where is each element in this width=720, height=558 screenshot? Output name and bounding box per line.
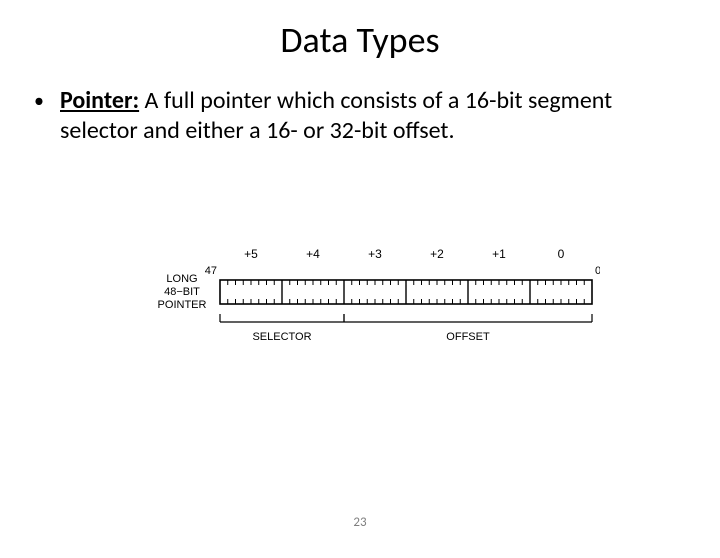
bullet-marker: • (34, 86, 60, 116)
page-number: 23 (0, 515, 720, 530)
definition-term: Pointer: (60, 86, 139, 115)
svg-text:+5: +5 (244, 247, 258, 261)
svg-text:+3: +3 (368, 247, 382, 261)
svg-text:48−BIT: 48−BIT (164, 286, 200, 298)
svg-text:0: 0 (595, 265, 600, 277)
page-title: Data Types (0, 18, 720, 62)
svg-text:+1: +1 (492, 247, 506, 261)
svg-text:POINTER: POINTER (158, 299, 207, 311)
svg-text:0: 0 (558, 247, 565, 261)
svg-text:OFFSET: OFFSET (446, 331, 490, 343)
definition-text: A full pointer which consists of a 16-bi… (60, 86, 612, 145)
svg-text:47: 47 (205, 265, 217, 277)
svg-text:SELECTOR: SELECTOR (252, 331, 311, 343)
svg-text:+2: +2 (430, 247, 444, 261)
body-paragraph: • Pointer: A full pointer which consists… (34, 86, 690, 146)
bullet-content: Pointer: A full pointer which consists o… (60, 86, 690, 146)
pointer-diagram: +5 +4 +3 +2 +1 0 47 0 LONG48−BITPOINTER SELECTOR O… (130, 244, 600, 369)
svg-text:LONG: LONG (166, 273, 197, 285)
svg-text:+4: +4 (306, 247, 320, 261)
